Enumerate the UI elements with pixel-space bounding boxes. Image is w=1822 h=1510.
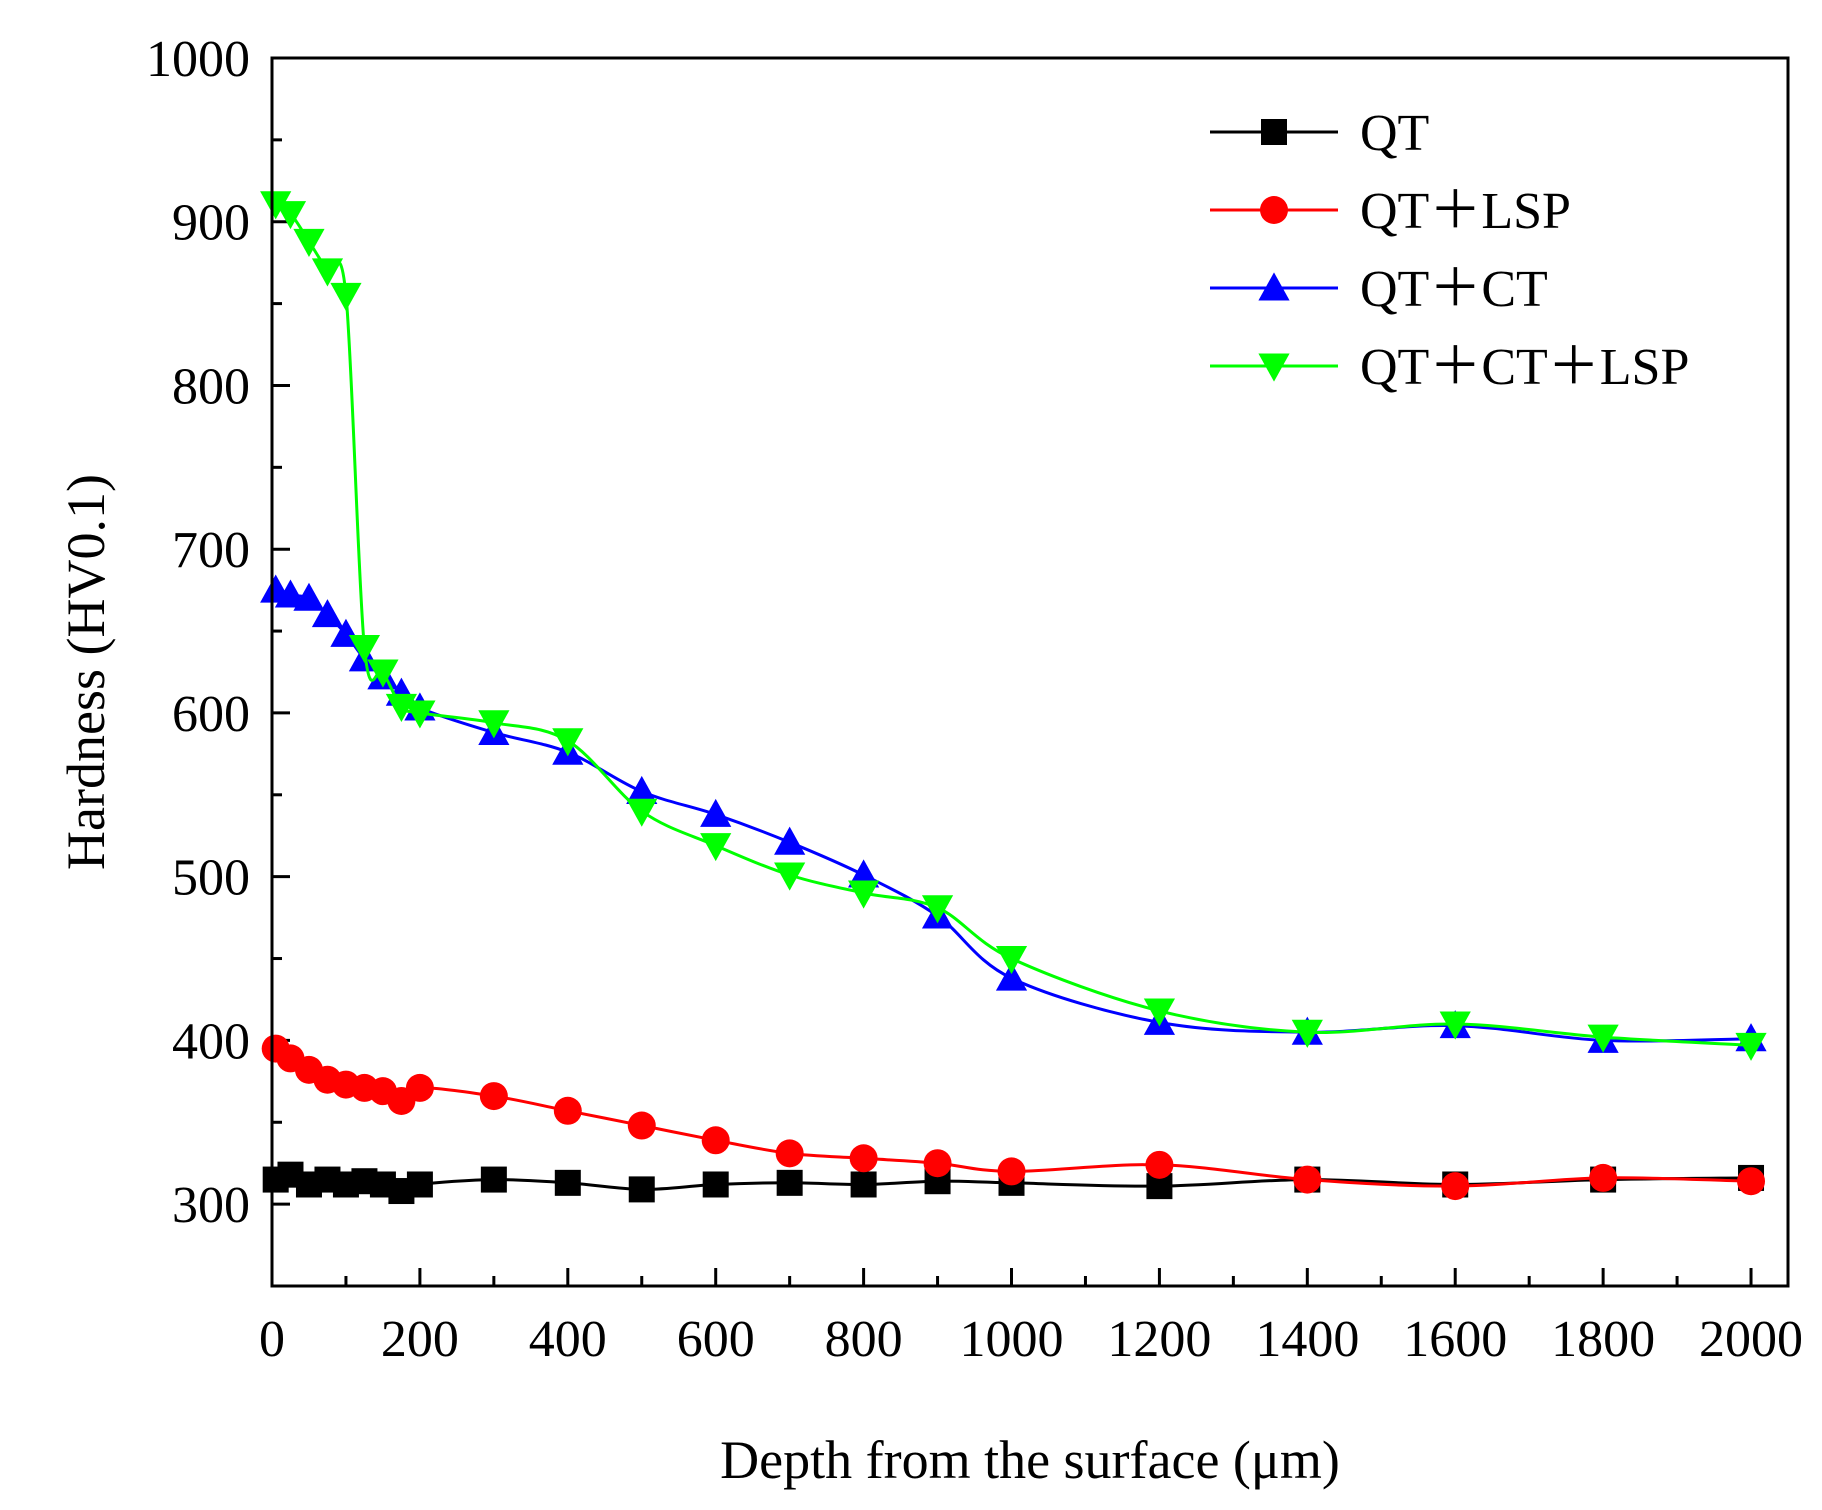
data-point [923,1149,952,1178]
data-point [1589,1163,1618,1192]
legend-marker [1261,119,1287,145]
legend-marker [1258,272,1290,301]
data-point [1439,1011,1471,1040]
data-point [997,1157,1026,1186]
data-point [628,1176,655,1203]
y-axis-title: Hardness (HV0.1) [56,474,116,870]
data-point [848,880,880,909]
series-3 [260,191,1767,1061]
data-point [552,728,584,757]
legend-label: QT＋LSP [1360,183,1571,240]
data-point [776,1169,803,1196]
data-point [995,946,1028,975]
series-2 [260,574,1767,1053]
data-point [293,228,325,257]
y-tick-label: 500 [172,850,250,907]
x-tick-label: 1800 [1551,1311,1655,1368]
x-tick-label: 1400 [1255,1311,1359,1368]
data-point [775,1139,804,1168]
data-point [554,1169,581,1196]
data-point [626,798,658,827]
data-point [479,1082,508,1111]
x-axis-title: Depth from the surface (μm) [720,1430,1340,1490]
y-tick-label: 300 [172,1177,250,1234]
x-tick-label: 1000 [960,1311,1064,1368]
x-tick-label: 400 [529,1311,607,1368]
data-point [850,1171,877,1198]
y-tick-label: 800 [172,358,250,415]
data-point [774,862,806,891]
x-tick-label: 600 [677,1311,755,1368]
data-point [293,582,325,611]
y-tick-label: 400 [172,1013,250,1070]
plot-frame [270,56,1790,1288]
x-tick-label: 1200 [1107,1311,1211,1368]
x-tick-label: 200 [381,1311,459,1368]
data-point [274,579,307,608]
legend-marker [1258,353,1290,382]
data-point [921,895,954,924]
data-point [311,599,344,628]
data-point [1291,1019,1323,1048]
data-point [702,1171,729,1198]
data-point [627,1111,656,1140]
y-tick-label: 900 [172,195,250,252]
data-point [405,1073,434,1102]
y-tick-label: 1000 [146,31,250,88]
data-point [274,201,307,230]
data-point [700,833,732,862]
data-point [260,191,292,220]
data-point [626,775,658,805]
x-tick-label: 800 [825,1311,903,1368]
x-tick-label: 1600 [1403,1311,1507,1368]
series-line [274,202,1752,1047]
legend: QT QT＋LSP QT＋CT QT＋CT＋LSP [1210,105,1689,396]
series-layer [260,191,1767,1205]
series-1 [261,1034,1766,1201]
data-point [406,1171,433,1198]
data-point [1441,1172,1470,1201]
data-point [348,634,381,664]
legend-marker [1260,196,1288,224]
data-point [995,962,1028,991]
data-point [1143,998,1176,1027]
y-tick-label: 600 [172,686,250,743]
data-point [330,282,362,312]
data-point [553,1096,582,1125]
data-point [700,798,732,827]
data-point [311,258,344,287]
x-tick-label: 0 [259,1311,285,1368]
x-tick-label: 2000 [1699,1311,1803,1368]
data-point [480,1166,507,1193]
legend-label: QT＋CT＋LSP [1360,339,1689,396]
data-point [848,859,880,888]
data-point [1293,1165,1322,1194]
legend-label: QT＋CT [1360,261,1548,318]
data-point [774,826,806,855]
data-point [701,1126,730,1155]
data-point [1737,1167,1766,1196]
y-tick-label: 700 [172,522,250,579]
axes-layer: 0 200 400 600 800 1000 1200 1400 1600 1800 2000 300… [146,31,1803,1368]
legend-label: QT [1360,105,1429,162]
data-point [1587,1024,1619,1053]
series-0 [262,1161,1765,1205]
data-point [1735,1032,1767,1061]
data-point [478,710,510,739]
data-point [1145,1150,1174,1179]
data-point [849,1144,878,1173]
data-point [404,700,436,729]
data-point [367,659,399,688]
